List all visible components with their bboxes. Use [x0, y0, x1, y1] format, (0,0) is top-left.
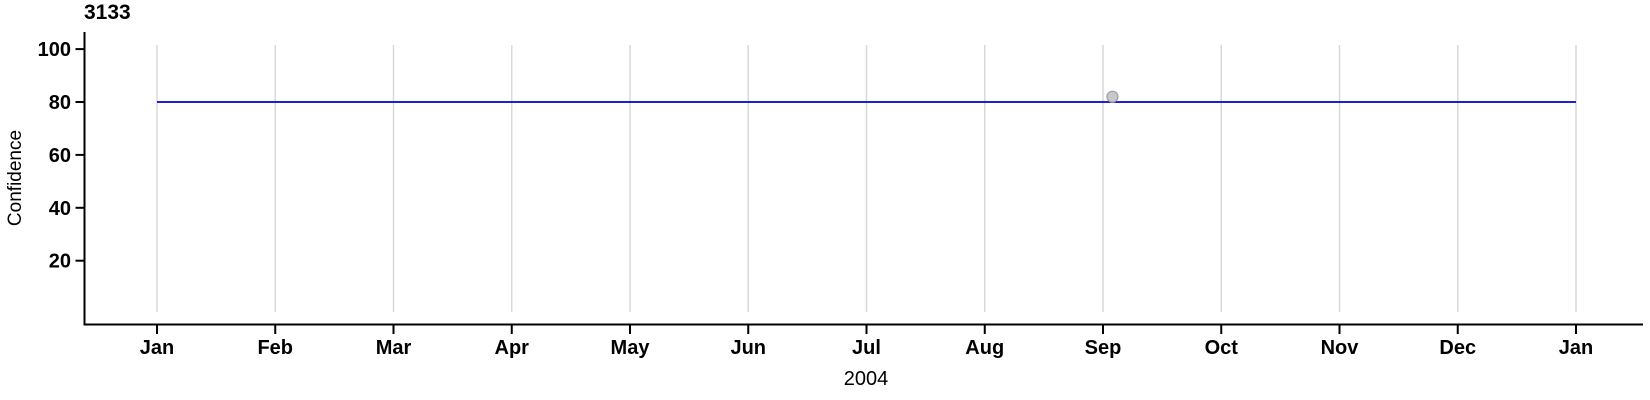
y-tick-label: 60: [49, 145, 71, 167]
x-tick-label: Oct: [1205, 337, 1239, 359]
data-point: [1106, 90, 1119, 103]
x-axis-year-label: 2004: [843, 368, 889, 390]
x-tick-label: Aug: [965, 337, 1004, 359]
y-tick-label: 80: [49, 92, 71, 114]
x-tick-label: Feb: [257, 337, 293, 359]
x-tick-label: Jan: [1559, 337, 1593, 359]
x-tick-label: Mar: [376, 337, 412, 359]
y-axis-label: Confidence: [5, 129, 26, 227]
x-tick-label: Jul: [852, 337, 881, 359]
y-tick-label: 40: [49, 198, 71, 220]
x-tick-label: Apr: [495, 337, 530, 359]
chart-title: 3133: [84, 1, 131, 24]
y-tick-label: 100: [38, 39, 71, 61]
x-tick-label: Dec: [1439, 337, 1476, 359]
x-tick-label: May: [611, 337, 651, 359]
x-tick-label: Nov: [1321, 337, 1360, 359]
x-tick-label: Jun: [730, 337, 766, 359]
x-tick-label: Jan: [140, 337, 174, 359]
y-tick-label: 20: [49, 251, 71, 273]
x-tick-label: Sep: [1085, 337, 1122, 359]
